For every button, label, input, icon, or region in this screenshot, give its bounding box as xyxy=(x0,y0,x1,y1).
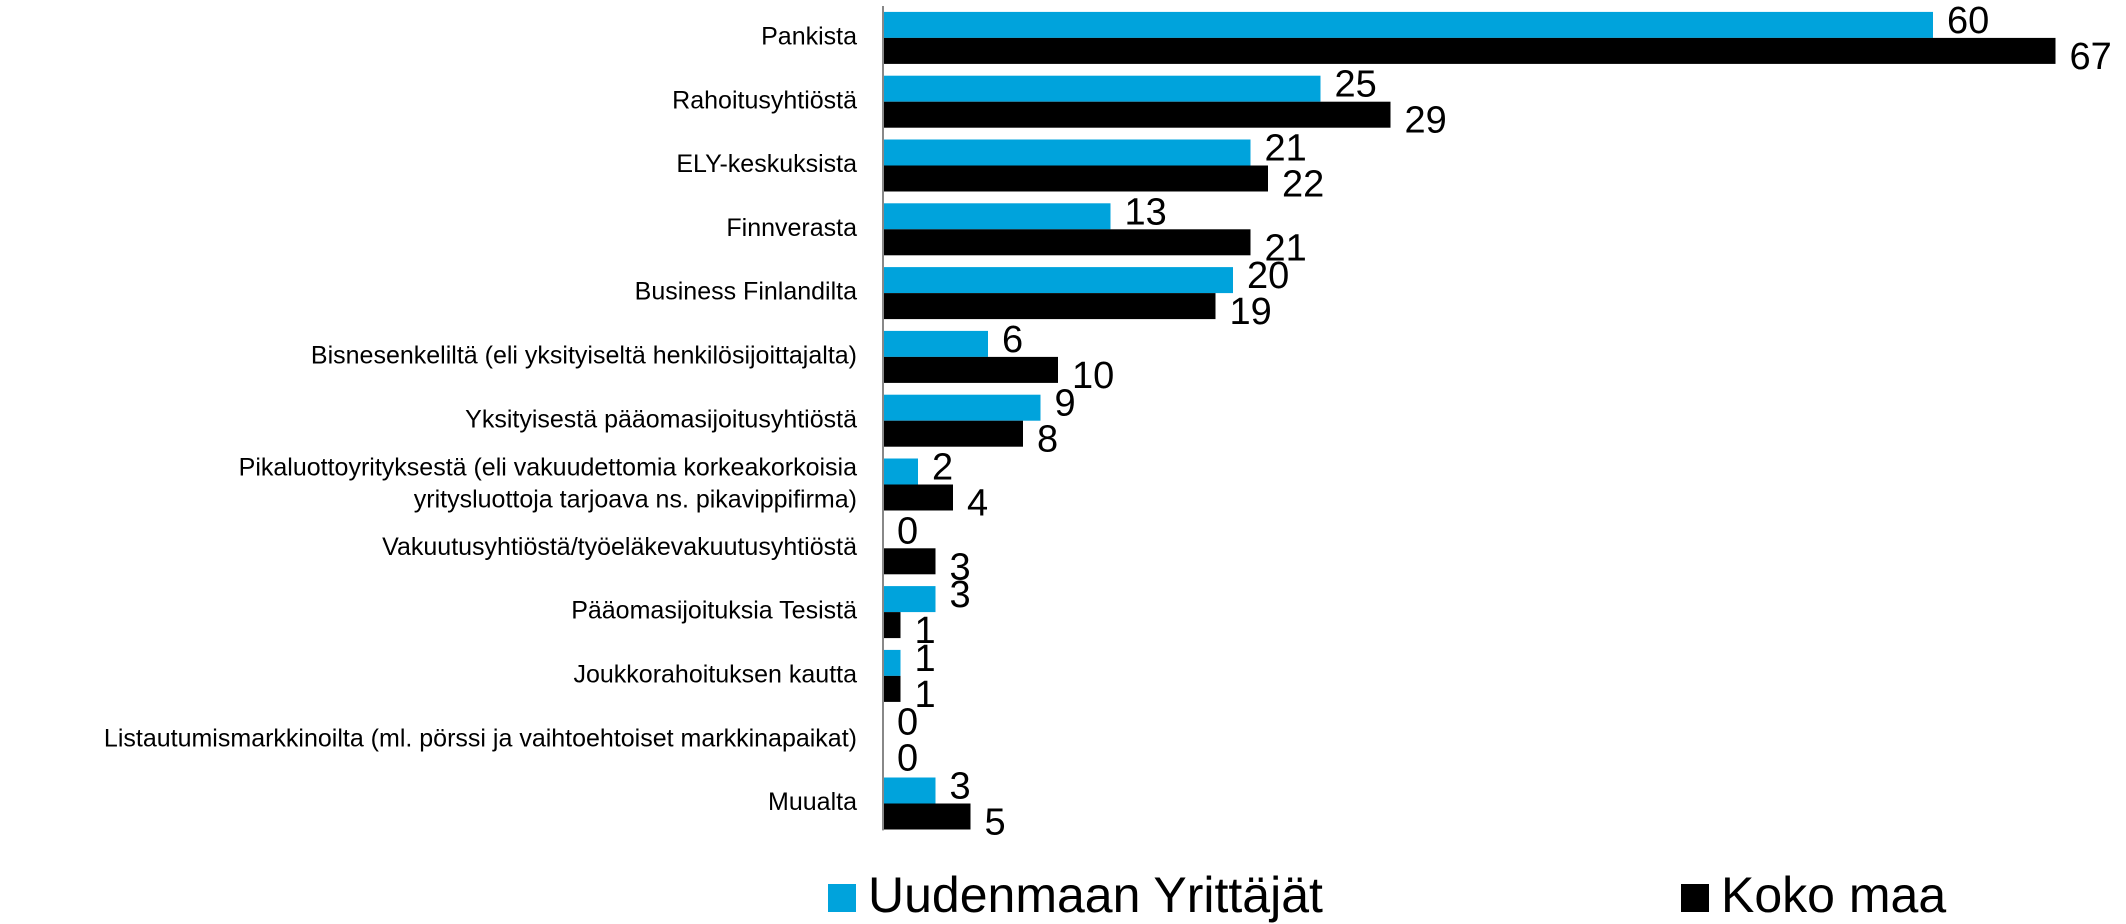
y-tick-label: ELY-keskuksista xyxy=(676,150,857,178)
y-tick-label: Pankista xyxy=(761,23,857,51)
data-label: 2 xyxy=(932,447,953,489)
bar xyxy=(883,165,1268,192)
data-label: 3 xyxy=(950,546,971,588)
data-label: 25 xyxy=(1335,64,1377,106)
y-tick-label: Business Finlandilta xyxy=(635,278,857,306)
data-label: 4 xyxy=(967,483,988,525)
bar xyxy=(883,37,2056,64)
data-label: 3 xyxy=(950,574,971,616)
bar xyxy=(883,356,1058,383)
legend-swatch xyxy=(1681,884,1709,912)
y-tick-label: Vakuutusyhtiöstä/työeläkevakuutusyhtiöst… xyxy=(382,533,857,561)
bar xyxy=(883,101,1391,128)
y-tick-label: Pääomasijoituksia Tesistä xyxy=(571,597,857,625)
data-label: 6 xyxy=(1002,319,1023,361)
bar xyxy=(883,394,1041,421)
bar xyxy=(883,139,1251,166)
bar xyxy=(883,777,936,804)
bar xyxy=(883,803,971,830)
bar xyxy=(883,229,1251,256)
bar xyxy=(883,675,901,702)
bar xyxy=(883,586,936,613)
data-label: 8 xyxy=(1037,419,1058,461)
data-label: 3 xyxy=(950,766,971,808)
data-label: 67 xyxy=(2070,36,2112,78)
y-tick-label: Yksityisestä pääomasijoitusyhtiöstä xyxy=(465,405,857,433)
data-label: 21 xyxy=(1265,227,1307,269)
data-label: 1 xyxy=(915,638,936,680)
bar xyxy=(883,458,918,485)
y-tick-label: Joukkorahoituksen kautta xyxy=(573,661,857,689)
y-tick-label: Finnverasta xyxy=(726,214,857,242)
legend-swatch xyxy=(828,884,856,912)
bar xyxy=(883,649,901,676)
data-label: 19 xyxy=(1230,291,1272,333)
data-label: 22 xyxy=(1282,164,1324,206)
data-label: 0 xyxy=(897,702,918,744)
bar xyxy=(883,330,988,357)
data-label: 1 xyxy=(915,610,936,652)
y-tick-label: Pikaluottoyrityksestä (eli vakuudettomia… xyxy=(239,453,857,513)
bar xyxy=(883,484,953,511)
data-label: 20 xyxy=(1247,255,1289,297)
bar xyxy=(883,75,1321,102)
data-label: 60 xyxy=(1947,0,1989,42)
bar xyxy=(883,293,1216,320)
y-tick-label: Rahoitusyhtiöstä xyxy=(672,86,857,114)
legend-label: Uudenmaan Yrittäjät xyxy=(868,867,1323,923)
bar xyxy=(883,11,1933,38)
data-label: 9 xyxy=(1055,383,1076,425)
y-tick-label: Bisnesenkeliltä (eli yksityiseltä henkil… xyxy=(311,342,857,370)
bar xyxy=(883,548,936,575)
data-label: 13 xyxy=(1125,191,1167,233)
legend-label: Koko maa xyxy=(1721,867,1946,923)
data-label: 21 xyxy=(1265,128,1307,170)
data-label: 5 xyxy=(985,802,1006,844)
bar xyxy=(883,612,901,639)
data-label: 1 xyxy=(915,674,936,716)
bar xyxy=(883,267,1233,294)
data-label: 0 xyxy=(897,510,918,552)
y-tick-label: Muualta xyxy=(768,788,857,816)
data-label: 29 xyxy=(1405,100,1447,142)
data-label: 0 xyxy=(897,738,918,780)
bar xyxy=(883,203,1111,230)
data-label: 10 xyxy=(1072,355,1114,397)
y-tick-label: Listautumismarkkinoilta (ml. pörssi ja v… xyxy=(104,724,857,752)
bar xyxy=(883,420,1023,447)
